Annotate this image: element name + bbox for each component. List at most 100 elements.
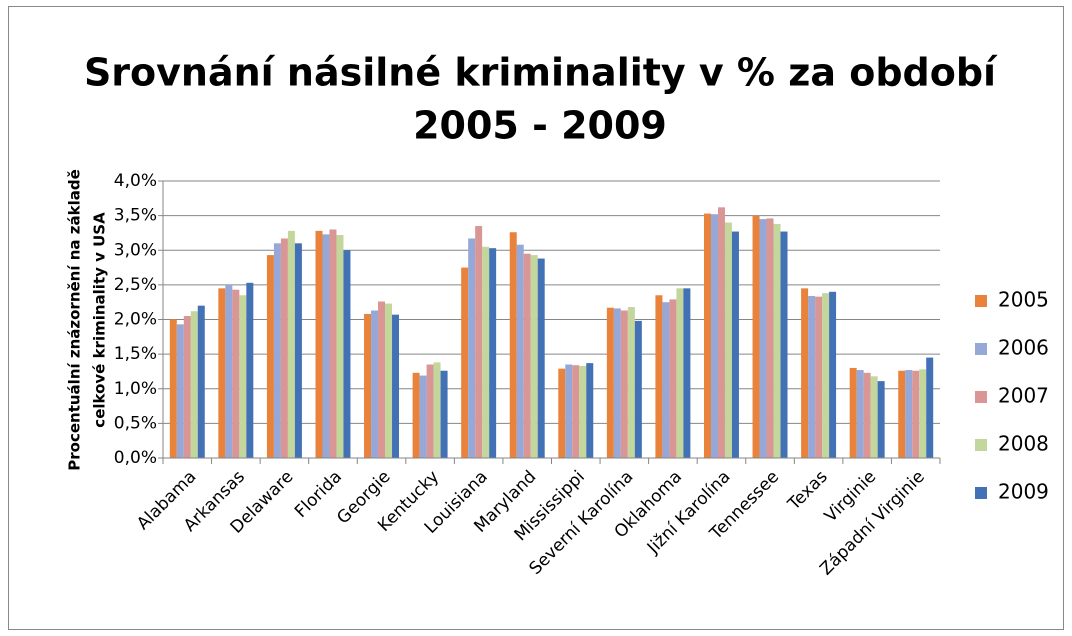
- legend-swatch: [975, 439, 987, 451]
- chart-title: 2005 - 2009: [413, 104, 667, 148]
- bar: [606, 307, 614, 458]
- bar: [190, 311, 198, 458]
- bar: [433, 362, 441, 458]
- bar: [863, 372, 871, 458]
- bar: [620, 310, 628, 458]
- bar: [197, 305, 205, 458]
- bar: [294, 243, 302, 458]
- bar: [461, 267, 469, 458]
- bar: [801, 288, 809, 458]
- bar: [392, 314, 400, 458]
- bar: [815, 296, 823, 458]
- bar: [273, 243, 281, 458]
- bar: [336, 235, 344, 458]
- y-tick-label: 2,0%: [114, 310, 157, 330]
- bar: [870, 376, 878, 458]
- bar: [509, 232, 517, 458]
- bar: [822, 293, 830, 458]
- bar: [759, 219, 767, 458]
- bar: [280, 238, 288, 458]
- bar: [315, 230, 323, 458]
- y-tick-label: 4,0%: [114, 171, 157, 191]
- bar: [218, 288, 226, 458]
- bar: [378, 301, 386, 458]
- bar: [773, 223, 781, 458]
- bar: [752, 215, 760, 458]
- bar: [898, 370, 906, 458]
- legend-swatch: [975, 295, 987, 307]
- bar: [530, 255, 538, 458]
- bar: [489, 248, 497, 458]
- bar: [731, 231, 739, 458]
- bar: [246, 282, 254, 458]
- bar: [440, 370, 448, 458]
- bar: [905, 370, 913, 458]
- bar: [516, 244, 524, 458]
- bar: [856, 370, 864, 458]
- bar: [703, 213, 711, 458]
- y-tick-label: 2,5%: [114, 275, 157, 295]
- legend-label: 2006: [998, 336, 1049, 360]
- y-tick-label: 1,5%: [114, 344, 157, 364]
- bar: [926, 357, 934, 458]
- bar: [579, 365, 587, 458]
- bar: [329, 229, 337, 458]
- bar: [364, 313, 372, 458]
- bar: [412, 372, 420, 458]
- bar: [537, 258, 545, 458]
- bar: [613, 308, 621, 458]
- bar: [634, 320, 642, 458]
- bar: [710, 214, 718, 458]
- bar: [385, 303, 393, 458]
- y-tick-label: 3,5%: [114, 206, 157, 226]
- legend-swatch: [975, 391, 987, 403]
- bar: [232, 289, 240, 458]
- bar: [558, 368, 566, 458]
- bar: [676, 288, 684, 458]
- bar: [912, 370, 920, 458]
- bar: [919, 369, 927, 458]
- bar: [482, 246, 490, 458]
- bar: [343, 250, 351, 458]
- bar: [183, 316, 191, 458]
- bar: [523, 253, 531, 458]
- bar: [627, 307, 635, 458]
- bar: [669, 299, 677, 458]
- bar: [683, 288, 691, 458]
- y-tick-label: 1,0%: [114, 379, 157, 399]
- bar: [322, 234, 330, 458]
- bar: [724, 222, 732, 458]
- bar: [829, 291, 837, 458]
- bar: [655, 295, 663, 458]
- bar: [766, 218, 774, 458]
- bar: [808, 295, 816, 458]
- bar: [287, 230, 295, 458]
- bar: [239, 295, 247, 458]
- legend-label: 2005: [998, 288, 1049, 312]
- bar: [371, 310, 379, 458]
- bar: [419, 375, 427, 458]
- chart-title: Srovnání násilné kriminality v % za obdo…: [84, 51, 998, 95]
- bar: [475, 226, 483, 458]
- y-axis-label: celkové kriminality v USA: [91, 212, 109, 428]
- bar: [176, 324, 184, 458]
- bar: [426, 364, 434, 458]
- bar: [468, 238, 476, 458]
- legend-swatch: [975, 487, 987, 499]
- bar: [662, 302, 670, 458]
- y-tick-label: 0,0%: [114, 448, 157, 468]
- legend-label: 2009: [998, 480, 1049, 504]
- legend-swatch: [975, 343, 987, 355]
- legend-label: 2007: [998, 384, 1049, 408]
- bar: [877, 381, 885, 458]
- bar: [780, 231, 788, 458]
- bar: [565, 364, 573, 458]
- bar: [169, 319, 177, 458]
- y-tick-label: 3,0%: [114, 240, 157, 260]
- bar: [586, 363, 594, 458]
- bar: [717, 207, 725, 458]
- y-axis-label: Procentuální znázornění na základě: [66, 169, 84, 470]
- y-tick-label: 0,5%: [114, 413, 157, 433]
- bar: [572, 365, 580, 458]
